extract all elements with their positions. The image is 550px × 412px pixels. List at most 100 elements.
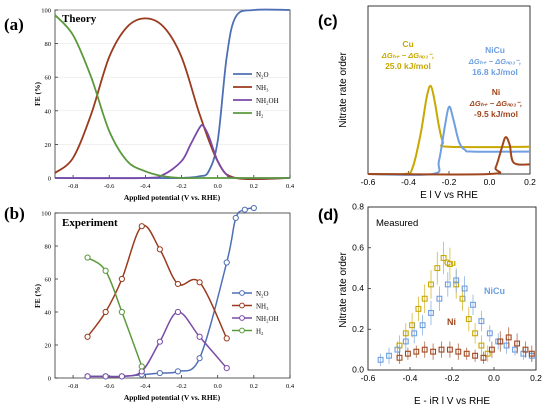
legend-marker xyxy=(239,302,245,309)
data-point xyxy=(438,346,445,353)
legend-label: N₂O xyxy=(256,71,269,79)
x-tick-label: 0.4 xyxy=(286,383,295,390)
data-point xyxy=(394,346,401,353)
legend-label: NH₂OH xyxy=(256,315,279,323)
data-point xyxy=(497,338,504,345)
data-point xyxy=(196,279,203,286)
panel-d-ylabel: Nitrate rate order xyxy=(338,252,349,328)
y-tick-label: 20 xyxy=(45,343,52,350)
data-point xyxy=(196,355,203,362)
data-point xyxy=(411,330,418,337)
y-tick-label: 40 xyxy=(45,108,52,115)
panel-b-title: Experiment xyxy=(62,217,118,229)
data-point xyxy=(478,342,485,349)
y-tick-label: 100 xyxy=(41,211,51,218)
data-point xyxy=(472,352,479,359)
data-point xyxy=(470,301,476,308)
data-point xyxy=(386,352,392,359)
data-point xyxy=(488,346,495,353)
data-point xyxy=(396,354,403,361)
panel-d-title: Measured xyxy=(376,218,418,229)
data-point xyxy=(434,265,441,272)
legend-label: H₂ xyxy=(256,110,264,118)
x-tick-label: -0.4 xyxy=(401,177,416,187)
data-point xyxy=(428,281,434,288)
data-point xyxy=(463,350,470,357)
legend-label: NH₃ xyxy=(256,303,269,311)
y-tick-label: 60 xyxy=(45,75,52,82)
data-point xyxy=(461,285,468,292)
y-tick-label: 40 xyxy=(45,310,52,317)
x-tick-label: 0.4 xyxy=(286,183,295,190)
data-point xyxy=(421,346,428,353)
data-point xyxy=(446,261,453,267)
series-line-h2 xyxy=(54,14,290,180)
legend-label: H₂ xyxy=(256,328,264,336)
data-point xyxy=(138,363,145,370)
x-tick-label: 0.2 xyxy=(524,177,536,187)
series-line-nh2oh xyxy=(54,124,291,180)
data-point xyxy=(84,254,91,261)
x-tick-label: -0.4 xyxy=(140,183,151,190)
panel-a-ylabel: FE (%) xyxy=(33,82,42,106)
x-tick-label: 0.0 xyxy=(214,183,222,190)
data-point xyxy=(430,348,437,355)
series-line-n2o xyxy=(55,8,291,180)
data-point xyxy=(505,334,512,341)
annotation-nicu: ΔGₕ₊ − ΔGₙₒ₃⁻, xyxy=(468,57,521,66)
panel-b-label: (b) xyxy=(4,204,25,223)
x-tick-label: 0.0 xyxy=(214,383,222,390)
legend-label: NH₃ xyxy=(256,84,269,92)
data-point xyxy=(102,308,109,316)
annotation-ni: Ni xyxy=(447,317,456,327)
series-line-nh2oh xyxy=(87,311,228,378)
series-line-h2 xyxy=(87,256,143,367)
annotation-nicu: NiCu xyxy=(484,286,505,296)
y-tick-label: 80 xyxy=(45,41,52,48)
panel-d: (d) Measured E - iR l V vs RHE Nitrate r… xyxy=(318,202,542,408)
series-line-n2o xyxy=(87,207,254,378)
data-point xyxy=(84,373,91,380)
y-tick-label: 100 xyxy=(41,8,51,15)
data-point xyxy=(241,206,248,213)
data-point xyxy=(174,308,182,316)
panel-b-ylabel: FE (%) xyxy=(33,284,42,308)
data-point xyxy=(478,318,485,325)
legend-marker xyxy=(239,315,245,321)
y-tick-label: 0.0 xyxy=(352,365,364,375)
data-point xyxy=(465,316,472,323)
panel-a: (a) Theory Applied potential (V vs. RHE)… xyxy=(4,8,295,203)
legend-marker xyxy=(239,327,245,334)
data-point xyxy=(440,254,447,261)
panel-b-frame xyxy=(54,212,291,379)
data-point xyxy=(138,223,145,230)
panel-c-ylabel: Nitrate rate order xyxy=(338,52,349,128)
annotation-nicu: NiCu xyxy=(485,45,505,55)
y-tick-label: 0.8 xyxy=(352,202,364,212)
data-point xyxy=(174,368,182,375)
data-point xyxy=(118,308,125,316)
legend-marker xyxy=(239,290,245,296)
x-tick-label: -0.6 xyxy=(104,383,115,390)
annotation-ni: Ni xyxy=(492,87,501,97)
data-point xyxy=(446,346,453,353)
annotation-cu: Cu xyxy=(402,39,413,49)
panel-d-frame xyxy=(367,206,537,371)
legend-label: N₂O xyxy=(256,290,269,298)
data-point xyxy=(472,330,479,337)
data-point xyxy=(428,309,434,316)
data-point xyxy=(522,346,529,353)
data-point xyxy=(156,338,163,345)
data-point xyxy=(514,340,521,347)
data-point xyxy=(480,354,487,361)
panel-a-xlabel: Applied potential (V vs. RHE) xyxy=(124,193,221,202)
series-line-nicu xyxy=(367,105,531,176)
data-point xyxy=(528,350,535,357)
panel-c-frame xyxy=(367,5,531,175)
data-point xyxy=(436,295,443,302)
y-tick-label: 0 xyxy=(48,376,51,383)
x-tick-label: 0.0 xyxy=(484,177,496,187)
data-point xyxy=(102,267,109,274)
y-tick-label: 0.6 xyxy=(352,242,364,252)
